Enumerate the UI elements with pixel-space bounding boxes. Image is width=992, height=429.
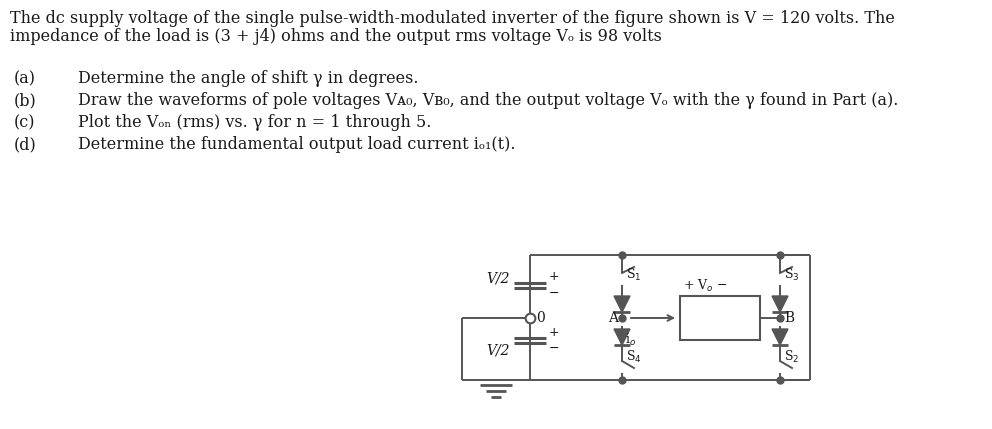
Polygon shape: [772, 296, 788, 312]
Text: Plot the Vₒₙ (rms) vs. γ for n = 1 through 5.: Plot the Vₒₙ (rms) vs. γ for n = 1 throu…: [78, 114, 432, 131]
Text: S$_3$: S$_3$: [784, 267, 800, 283]
Text: impedance of the load is (3 + j4) ohms and the output rms voltage Vₒ is 98 volts: impedance of the load is (3 + j4) ohms a…: [10, 28, 662, 45]
Text: S$_4$: S$_4$: [626, 349, 642, 365]
Text: −: −: [549, 287, 559, 299]
Text: S$_2$: S$_2$: [784, 349, 800, 365]
Text: The dc supply voltage of the single pulse-width-modulated inverter of the figure: The dc supply voltage of the single puls…: [10, 10, 895, 27]
Bar: [680, 296, 760, 340]
Text: (b): (b): [14, 92, 37, 109]
Text: B: B: [784, 311, 795, 325]
Text: 0: 0: [536, 311, 545, 325]
Text: i$_o$: i$_o$: [625, 332, 636, 348]
Text: V/2: V/2: [486, 271, 510, 285]
Text: +: +: [549, 271, 559, 284]
Text: (d): (d): [14, 136, 37, 153]
Text: Determine the angle of shift γ in degrees.: Determine the angle of shift γ in degree…: [78, 70, 419, 87]
Text: + V$_o$ −: + V$_o$ −: [683, 278, 727, 294]
Text: −: −: [549, 341, 559, 354]
Text: V/2: V/2: [486, 343, 510, 357]
Text: +: +: [549, 326, 559, 338]
Text: A: A: [608, 311, 618, 325]
Text: Load: Load: [702, 311, 737, 325]
Polygon shape: [614, 296, 630, 312]
Text: Draw the waveforms of pole voltages Vᴀ₀, Vʙ₀, and the output voltage Vₒ with the: Draw the waveforms of pole voltages Vᴀ₀,…: [78, 92, 899, 109]
Text: S$_1$: S$_1$: [626, 267, 642, 283]
Polygon shape: [772, 329, 788, 345]
Text: (a): (a): [14, 70, 36, 87]
Text: Determine the fundamental output load current iₒ₁(t).: Determine the fundamental output load cu…: [78, 136, 516, 153]
Polygon shape: [614, 329, 630, 345]
Text: (c): (c): [14, 114, 36, 131]
